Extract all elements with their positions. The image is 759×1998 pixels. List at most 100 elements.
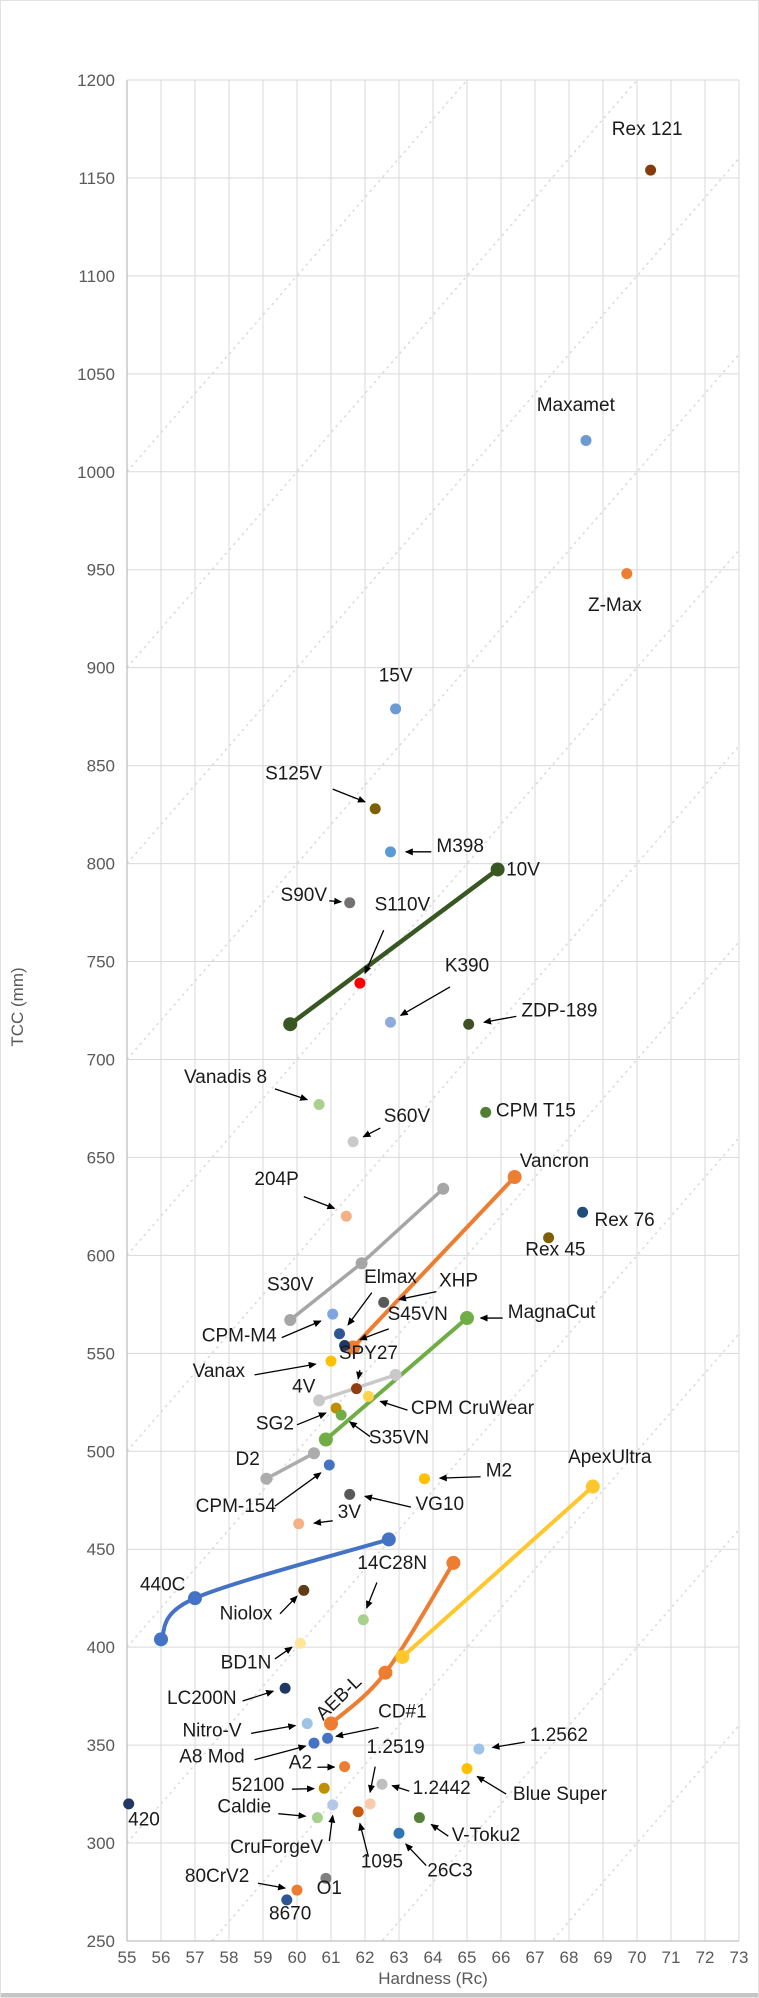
- point-m398: [385, 846, 396, 858]
- label-arrow-spy27: [356, 1369, 363, 1380]
- x-tick-label-59: 59: [254, 1948, 273, 1967]
- label-arrow-cd-1: [335, 1726, 379, 1739]
- point-label-1095: 1095: [361, 1852, 403, 1873]
- y-tick-label-850: 850: [87, 757, 115, 776]
- x-tick-label-62: 62: [356, 1948, 375, 1967]
- point-label-caldie: Caldie: [217, 1797, 271, 1818]
- x-tick-label-69: 69: [594, 1948, 613, 1967]
- point-10v-0: [283, 1017, 298, 1032]
- point-s110v: [354, 977, 366, 989]
- point-magnacut-1: [460, 1311, 474, 1326]
- label-arrow-v-toku2: [430, 1823, 449, 1837]
- point-1-2519: [364, 1798, 376, 1810]
- point-zdp-189: [463, 1018, 475, 1030]
- point-label-v-toku2: V-Toku2: [452, 1825, 521, 1846]
- x-tick-label-63: 63: [390, 1948, 409, 1967]
- label-arrow-blue-super: [476, 1775, 507, 1795]
- point-label-zdp-189: ZDP-189: [521, 1000, 597, 1021]
- point-4v-0: [313, 1394, 326, 1407]
- point-label-magnacut: MagnaCut: [508, 1302, 596, 1323]
- point-cpm-m4: [327, 1308, 339, 1320]
- point-label-vanadis-8: Vanadis 8: [184, 1067, 267, 1088]
- point-label-k390: K390: [445, 955, 489, 976]
- point-15v: [390, 703, 402, 715]
- series-line-10v: [287, 867, 500, 1027]
- point-label-cruforgev: CruForgeV: [230, 1837, 323, 1858]
- point-label-xhp: XHP: [439, 1271, 478, 1292]
- point-label-14c28n: 14C28N: [357, 1553, 427, 1574]
- point-label-8670: 8670: [269, 1903, 311, 1924]
- point-aeb-l-1: [378, 1665, 393, 1680]
- point-bd1n: [294, 1637, 306, 1649]
- point-label-elmax: Elmax: [364, 1267, 417, 1288]
- point-caldie: [311, 1812, 323, 1824]
- point-52100: [318, 1782, 330, 1794]
- label-arrow-bd1n: [274, 1646, 293, 1660]
- point-cpm-154: [323, 1459, 335, 1471]
- point-s30v-1: [355, 1257, 368, 1270]
- point-label-s35vn: S35VN: [369, 1427, 429, 1448]
- point-o1: [320, 1872, 332, 1884]
- point-label-52100: 52100: [231, 1775, 284, 1796]
- point-rex-45: [543, 1232, 555, 1244]
- point-label-cd-1: CD#1: [378, 1702, 427, 1723]
- point-apexultra-0: [395, 1649, 410, 1664]
- point-apexultra-1: [585, 1479, 600, 1494]
- point-label-niolox: Niolox: [220, 1604, 273, 1625]
- label-arrow-xhp: [398, 1290, 437, 1302]
- point-label-a2: A2: [289, 1753, 312, 1774]
- point-m2: [419, 1473, 430, 1485]
- point-26c3: [393, 1827, 405, 1839]
- point-8670: [281, 1894, 293, 1906]
- label-arrow-s110v: [364, 929, 385, 975]
- point-a2: [339, 1761, 351, 1773]
- x-tick-label-72: 72: [696, 1948, 715, 1967]
- point-label-420: 420: [128, 1809, 160, 1830]
- point-magnacut-0: [318, 1432, 333, 1447]
- point-label-s30v: S30V: [267, 1275, 314, 1296]
- point-label-26c3: 26C3: [427, 1860, 472, 1881]
- y-tick-label-300: 300: [87, 1834, 115, 1853]
- point-vancron-1: [507, 1170, 522, 1185]
- point-d2-1: [308, 1447, 320, 1460]
- label-arrow-cpm-cruwear: [379, 1400, 408, 1411]
- point-cruforgev: [327, 1799, 339, 1811]
- point-label-blue-super: Blue Super: [513, 1784, 608, 1805]
- point-label-sg2: SG2: [256, 1414, 294, 1435]
- label-arrow-zdp-189: [483, 1015, 517, 1025]
- label-arrow-3v: [313, 1518, 333, 1526]
- point-420: [123, 1798, 135, 1810]
- point-label-s45vn: S45VN: [388, 1304, 448, 1325]
- point-d2-0: [260, 1472, 273, 1485]
- point-label-cpm-cruwear: CPM CruWear: [411, 1398, 535, 1419]
- point-cd-1: [322, 1732, 334, 1744]
- point-label-nitro-v: Nitro-V: [182, 1720, 241, 1741]
- point-elmax: [334, 1328, 345, 1340]
- point-z-max: [621, 568, 633, 580]
- point-3v: [293, 1518, 305, 1530]
- point-blue-super: [461, 1763, 473, 1775]
- point-s125v: [369, 803, 381, 815]
- point-label-cpm-t15: CPM T15: [496, 1100, 576, 1121]
- point-s35vn: [335, 1409, 347, 1421]
- y-tick-label-700: 700: [87, 1050, 115, 1069]
- y-tick-label-600: 600: [87, 1246, 115, 1265]
- label-arrow-26c3: [405, 1843, 427, 1867]
- point-label-s125v: S125V: [265, 763, 322, 784]
- x-tick-label-58: 58: [220, 1948, 239, 1967]
- point-label-m2: M2: [486, 1461, 512, 1482]
- label-arrow-caldie: [278, 1812, 307, 1820]
- point-14c28n: [357, 1614, 369, 1626]
- bottom-border-strip: [1, 1993, 758, 1997]
- point-label-80crv2: 80CrV2: [185, 1866, 249, 1887]
- label-arrow-sg2: [296, 1412, 327, 1426]
- point-label-1-2442: 1.2442: [413, 1778, 471, 1799]
- point-niolox: [298, 1584, 310, 1596]
- point-vanax: [325, 1355, 337, 1367]
- point-label-o1: O1: [317, 1878, 342, 1899]
- point-label-a8-mod: A8 Mod: [179, 1747, 244, 1768]
- point-label-15v: 15V: [379, 665, 413, 686]
- label-arrow-14c28n: [366, 1582, 378, 1609]
- y-tick-label-650: 650: [87, 1148, 115, 1167]
- point-v-toku2: [413, 1812, 425, 1824]
